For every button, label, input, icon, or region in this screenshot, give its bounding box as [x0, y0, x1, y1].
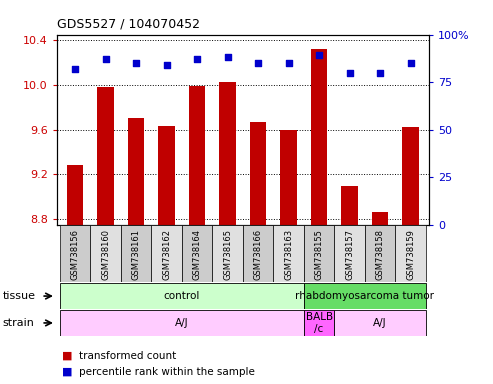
Bar — [365, 225, 395, 282]
Text: rhabdomyosarcoma tumor: rhabdomyosarcoma tumor — [295, 291, 434, 301]
Text: strain: strain — [2, 318, 35, 328]
Text: GSM738166: GSM738166 — [253, 229, 263, 280]
Point — [376, 70, 384, 76]
Bar — [311, 49, 327, 225]
Text: GSM738165: GSM738165 — [223, 229, 232, 280]
Bar — [372, 212, 388, 225]
Bar — [60, 310, 304, 336]
Text: GSM738163: GSM738163 — [284, 229, 293, 280]
Bar — [304, 283, 426, 309]
Bar — [249, 122, 266, 225]
Text: tissue: tissue — [2, 291, 35, 301]
Text: GSM738159: GSM738159 — [406, 229, 415, 280]
Bar — [67, 166, 83, 225]
Point — [163, 62, 171, 68]
Text: GSM738155: GSM738155 — [315, 229, 323, 280]
Point — [254, 60, 262, 66]
Point — [346, 70, 353, 76]
Text: control: control — [164, 291, 200, 301]
Bar — [158, 126, 175, 225]
Bar — [97, 87, 114, 225]
Bar — [60, 225, 90, 282]
Point — [132, 60, 140, 66]
Point — [102, 56, 109, 62]
Text: ■: ■ — [62, 367, 72, 377]
Text: A/J: A/J — [373, 318, 387, 328]
Text: GSM738158: GSM738158 — [376, 229, 385, 280]
Point — [224, 54, 232, 60]
Text: GSM738164: GSM738164 — [193, 229, 202, 280]
Bar — [334, 310, 426, 336]
Point — [315, 52, 323, 58]
Bar — [304, 310, 334, 336]
Text: A/J: A/J — [175, 318, 189, 328]
Bar — [243, 225, 273, 282]
Bar — [273, 225, 304, 282]
Bar — [334, 225, 365, 282]
Bar — [60, 283, 304, 309]
Bar — [304, 225, 334, 282]
Bar — [189, 86, 206, 225]
Text: GSM738157: GSM738157 — [345, 229, 354, 280]
Text: BALB
/c: BALB /c — [306, 312, 333, 334]
Point — [193, 56, 201, 62]
Text: transformed count: transformed count — [79, 351, 176, 361]
Bar — [128, 118, 144, 225]
Bar — [402, 127, 419, 225]
Bar — [341, 185, 358, 225]
Bar — [212, 225, 243, 282]
Bar — [219, 81, 236, 225]
Text: percentile rank within the sample: percentile rank within the sample — [79, 367, 255, 377]
Bar — [151, 225, 182, 282]
Text: GSM738156: GSM738156 — [70, 229, 79, 280]
Bar — [395, 225, 426, 282]
Point — [71, 66, 79, 72]
Bar — [121, 225, 151, 282]
Text: GDS5527 / 104070452: GDS5527 / 104070452 — [57, 18, 200, 31]
Text: GSM738162: GSM738162 — [162, 229, 171, 280]
Point — [407, 60, 415, 66]
Bar — [90, 225, 121, 282]
Text: GSM738161: GSM738161 — [132, 229, 141, 280]
Text: GSM738160: GSM738160 — [101, 229, 110, 280]
Bar — [182, 225, 212, 282]
Bar — [280, 130, 297, 225]
Text: ■: ■ — [62, 351, 72, 361]
Point — [284, 60, 292, 66]
